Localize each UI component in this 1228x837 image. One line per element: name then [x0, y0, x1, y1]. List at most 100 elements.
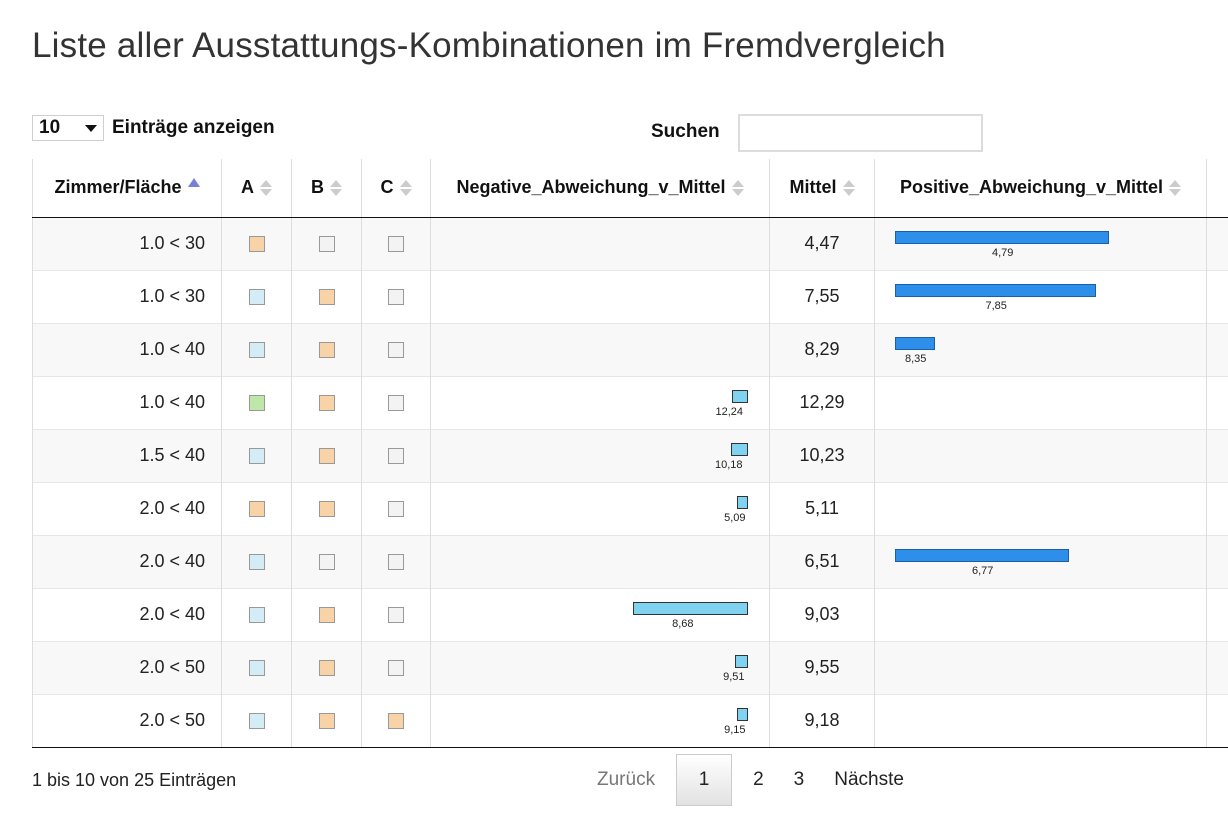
color-square-a — [248, 660, 265, 677]
cell-zimmer-flaeche: 1.0 < 40 — [32, 322, 222, 376]
cell-negative-abweichung: 12,24 — [430, 375, 770, 429]
color-square-a — [248, 713, 265, 730]
cell-c — [361, 640, 431, 694]
cell-zimmer-flaeche: 1.0 < 30 — [32, 216, 222, 270]
column-header-zimmer-flaeche[interactable]: Zimmer/Fläche — [32, 159, 222, 218]
negative-deviation-bar — [731, 442, 748, 456]
cell-b — [291, 375, 362, 429]
color-square-b — [318, 289, 335, 306]
negative-deviation-label: 10,18 — [714, 458, 743, 471]
pagination: Zurück 1 2 3 Nächste — [582, 754, 919, 806]
table-row: 2.0 < 50 9,15 9,18 — [32, 693, 1228, 748]
color-square-c — [388, 660, 404, 677]
column-header-mittel[interactable]: Mittel — [769, 159, 875, 218]
column-header-label: Zimmer/Fläche — [54, 177, 182, 198]
pagination-page-1[interactable]: 1 — [676, 754, 733, 806]
cell-b — [291, 216, 362, 270]
color-square-a — [248, 554, 265, 571]
positive-deviation-label: 7,85 — [985, 299, 1007, 312]
pagination-next[interactable]: Nächste — [834, 769, 904, 790]
cell-positive-abweichung: 4,79 — [874, 216, 1207, 270]
column-header-negative-abweichung[interactable]: Negative_Abweichung_v_Mittel — [430, 159, 770, 218]
color-square-c — [388, 607, 404, 624]
cell-negative-abweichung — [430, 534, 770, 588]
cell-b — [291, 534, 362, 588]
column-header-label: Positive_Abweichung_v_Mittel — [899, 177, 1164, 198]
cell-positive-abweichung — [874, 587, 1207, 641]
cell-b — [291, 693, 362, 748]
color-square-c — [388, 236, 404, 253]
column-header-c[interactable]: C — [361, 159, 431, 218]
pagination-page-3[interactable]: 3 — [793, 769, 805, 790]
color-square-b — [318, 236, 335, 253]
cell-c — [361, 269, 431, 323]
cell-a — [221, 428, 292, 482]
cell-c — [361, 216, 431, 270]
negative-deviation-label: 5,09 — [724, 511, 746, 524]
table-row: 2.0 < 50 9,51 9,55 — [32, 640, 1228, 694]
cell-extra — [1206, 640, 1228, 694]
cell-a — [221, 640, 292, 694]
cell-positive-abweichung — [874, 693, 1207, 748]
page-title: Liste aller Ausstattungs-Kombinationen i… — [32, 26, 946, 65]
entries-per-page-select[interactable]: 10 — [32, 115, 104, 141]
cell-negative-abweichung: 5,09 — [430, 481, 770, 535]
cell-positive-abweichung: 7,85 — [874, 269, 1207, 323]
column-header-label: C — [380, 177, 394, 198]
cell-c — [361, 534, 431, 588]
column-header-b[interactable]: B — [291, 159, 362, 218]
sort-both-icon — [1169, 179, 1182, 196]
negative-deviation-label: 9,51 — [723, 670, 745, 683]
pagination-page-2[interactable]: 2 — [753, 769, 764, 790]
sort-both-icon — [330, 179, 342, 196]
cell-zimmer-flaeche: 2.0 < 40 — [32, 587, 222, 641]
data-table: Zimmer/Fläche A B C Negative_Abweichung_… — [32, 159, 1228, 748]
cell-mittel: 5,11 — [769, 481, 875, 535]
entries-per-page-label: Einträge anzeigen — [112, 117, 275, 138]
sort-both-icon — [842, 179, 855, 196]
table-row: 1.0 < 30 4,47 4,79 — [32, 216, 1228, 270]
color-square-a — [248, 342, 265, 359]
cell-a — [221, 587, 292, 641]
color-square-b — [318, 342, 335, 359]
positive-deviation-bar — [895, 548, 1069, 562]
cell-b — [291, 269, 362, 323]
entries-per-page-value: 10 — [39, 117, 61, 138]
cell-extra — [1206, 269, 1228, 323]
color-square-b — [318, 713, 335, 730]
table-header-row: Zimmer/Fläche A B C Negative_Abweichung_… — [32, 159, 1228, 218]
cell-mittel: 4,47 — [769, 216, 875, 270]
positive-deviation-bar — [895, 336, 935, 350]
search-input[interactable] — [738, 114, 983, 152]
cell-b — [291, 481, 362, 535]
cell-c — [361, 428, 431, 482]
positive-deviation-bar — [895, 230, 1109, 244]
cell-zimmer-flaeche: 2.0 < 50 — [32, 693, 222, 748]
cell-a — [221, 693, 292, 748]
cell-a — [221, 216, 292, 270]
cell-zimmer-flaeche: 1.5 < 40 — [32, 428, 222, 482]
color-square-c — [388, 448, 404, 465]
positive-deviation-label: 6,77 — [972, 564, 994, 577]
column-header-a[interactable]: A — [221, 159, 292, 218]
cell-positive-abweichung — [874, 640, 1207, 694]
cell-zimmer-flaeche: 2.0 < 40 — [32, 534, 222, 588]
pagination-previous[interactable]: Zurück — [597, 769, 656, 790]
cell-positive-abweichung — [874, 481, 1207, 535]
positive-deviation-label: 4,79 — [992, 246, 1014, 259]
positive-deviation-bar — [895, 283, 1096, 297]
negative-deviation-bar — [737, 495, 748, 509]
color-square-c — [388, 289, 404, 306]
cell-c — [361, 375, 431, 429]
cell-positive-abweichung: 6,77 — [874, 534, 1207, 588]
cell-mittel: 9,18 — [769, 693, 875, 748]
table-row: 2.0 < 40 6,51 6,77 — [32, 534, 1228, 588]
color-square-b — [318, 660, 335, 677]
column-header-positive-abweichung[interactable]: Positive_Abweichung_v_Mittel — [874, 159, 1207, 218]
cell-positive-abweichung: 8,35 — [874, 322, 1207, 376]
negative-deviation-bar — [732, 389, 748, 403]
cell-mittel: 9,03 — [769, 587, 875, 641]
negative-deviation-bar — [737, 707, 748, 721]
cell-extra — [1206, 693, 1228, 748]
cell-negative-abweichung — [430, 269, 770, 323]
